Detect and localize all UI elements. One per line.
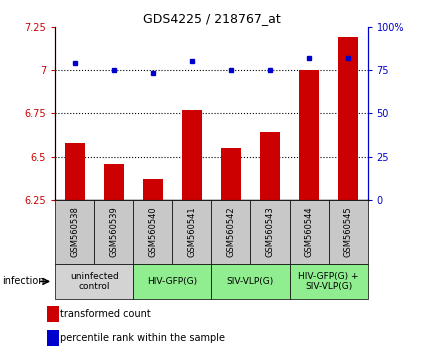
Text: GSM560542: GSM560542 bbox=[227, 206, 235, 257]
Text: GSM560540: GSM560540 bbox=[148, 206, 157, 257]
Bar bbox=[55, 264, 133, 299]
Bar bbox=[55, 200, 94, 264]
Text: HIV-GFP(G): HIV-GFP(G) bbox=[147, 277, 198, 286]
Bar bbox=[299, 70, 319, 200]
Text: infection: infection bbox=[2, 276, 45, 286]
Bar bbox=[211, 264, 289, 299]
Text: GSM560545: GSM560545 bbox=[343, 206, 353, 257]
Bar bbox=[143, 179, 163, 200]
Text: SIV-VLP(G): SIV-VLP(G) bbox=[227, 277, 274, 286]
Bar bbox=[133, 264, 211, 299]
Bar bbox=[289, 264, 368, 299]
Text: GSM560539: GSM560539 bbox=[109, 206, 118, 257]
Bar bbox=[173, 200, 211, 264]
Text: uninfected
control: uninfected control bbox=[70, 272, 119, 291]
Text: transformed count: transformed count bbox=[60, 309, 151, 319]
Text: GSM560544: GSM560544 bbox=[305, 206, 314, 257]
Text: GSM560538: GSM560538 bbox=[70, 206, 79, 257]
Text: HIV-GFP(G) +
SIV-VLP(G): HIV-GFP(G) + SIV-VLP(G) bbox=[298, 272, 359, 291]
Title: GDS4225 / 218767_at: GDS4225 / 218767_at bbox=[142, 12, 280, 25]
Bar bbox=[260, 132, 280, 200]
Bar bbox=[65, 143, 85, 200]
Bar bbox=[221, 148, 241, 200]
Text: percentile rank within the sample: percentile rank within the sample bbox=[60, 332, 225, 343]
Bar bbox=[133, 200, 173, 264]
Bar bbox=[104, 164, 124, 200]
Bar bbox=[94, 200, 133, 264]
Bar bbox=[329, 200, 368, 264]
Bar bbox=[182, 110, 202, 200]
Text: GSM560543: GSM560543 bbox=[266, 206, 275, 257]
Bar bbox=[211, 200, 250, 264]
Bar bbox=[250, 200, 289, 264]
Text: GSM560541: GSM560541 bbox=[187, 206, 196, 257]
Bar bbox=[289, 200, 329, 264]
Bar bbox=[47, 306, 59, 322]
Bar bbox=[47, 330, 59, 346]
Bar bbox=[338, 37, 358, 200]
